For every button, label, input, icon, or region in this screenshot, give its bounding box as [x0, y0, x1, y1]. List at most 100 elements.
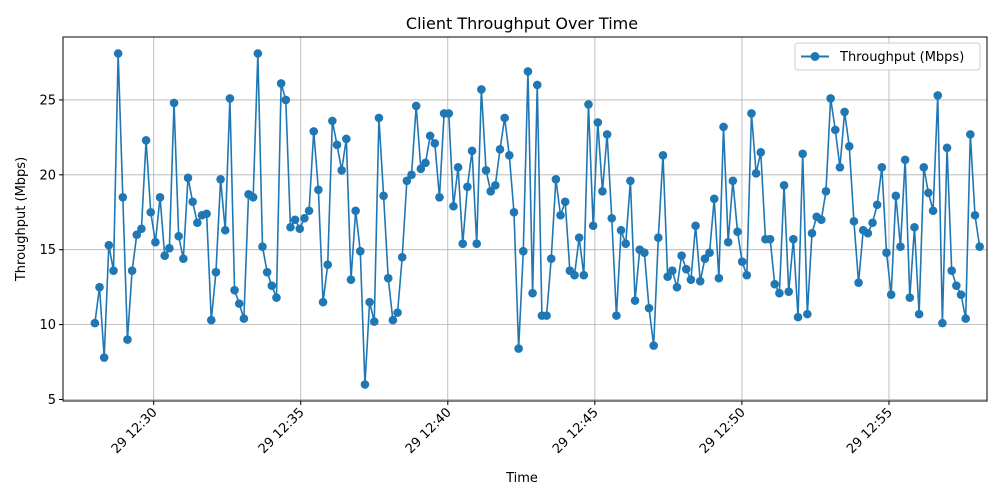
data-point	[160, 251, 170, 260]
data-point	[621, 239, 631, 249]
data-point	[523, 67, 533, 76]
data-point	[481, 166, 491, 175]
data-point	[151, 237, 160, 247]
data-point	[281, 95, 291, 105]
plot-frame	[62, 36, 988, 402]
data-point	[588, 221, 598, 231]
data-point	[360, 380, 370, 389]
data-point	[896, 242, 905, 252]
data-point	[765, 234, 775, 244]
data-point	[700, 254, 710, 263]
data-point	[784, 287, 794, 296]
data-point	[369, 317, 379, 326]
data-point	[211, 267, 221, 277]
data-point	[323, 260, 333, 269]
data-point	[514, 344, 523, 353]
data-point	[705, 248, 714, 257]
data-point	[295, 224, 305, 234]
data-point	[821, 186, 831, 196]
data-point	[668, 266, 677, 275]
plot-area	[90, 49, 984, 389]
data-point	[137, 224, 146, 234]
data-point	[206, 315, 216, 325]
data-point	[132, 230, 142, 240]
data-point	[630, 296, 640, 305]
data-point	[365, 297, 374, 307]
data-point	[453, 163, 463, 172]
data-point	[383, 273, 393, 283]
data-point	[262, 267, 272, 277]
y-tick-label: 25	[39, 93, 56, 108]
data-point	[644, 303, 654, 313]
data-point	[747, 109, 756, 118]
data-point	[975, 242, 984, 252]
data-point	[449, 201, 458, 211]
data-point	[407, 170, 416, 180]
data-point	[654, 233, 663, 243]
data-point	[863, 228, 873, 238]
data-point	[234, 299, 244, 308]
data-point	[104, 240, 114, 250]
data-point	[868, 218, 877, 228]
y-tick-label: 10	[39, 318, 56, 333]
data-point	[914, 309, 924, 319]
data-point	[467, 146, 477, 156]
data-point	[807, 228, 817, 238]
data-point	[486, 186, 495, 196]
data-point	[444, 109, 454, 118]
data-point	[113, 49, 123, 58]
data-point	[300, 213, 309, 223]
data-point	[709, 194, 719, 204]
data-point	[681, 264, 691, 274]
data-point	[220, 225, 230, 235]
data-point	[248, 192, 258, 202]
data-point	[118, 192, 128, 202]
data-point	[686, 275, 696, 284]
y-axis-title: Throughput (Mbps)	[14, 157, 29, 282]
data-point	[430, 139, 440, 148]
data-point	[95, 282, 104, 292]
data-point	[714, 273, 724, 283]
data-point	[691, 221, 700, 231]
data-point	[505, 151, 514, 160]
data-point	[318, 297, 328, 307]
data-point	[165, 243, 174, 253]
data-point	[542, 311, 551, 320]
data-point	[286, 222, 295, 232]
data-point	[942, 143, 952, 153]
data-point	[272, 293, 281, 302]
data-point	[225, 94, 235, 103]
data-point	[649, 341, 658, 350]
data-point	[314, 185, 323, 195]
data-point	[798, 149, 807, 159]
data-point	[463, 182, 472, 192]
data-point	[938, 318, 947, 328]
data-point	[458, 239, 468, 249]
data-point	[877, 163, 887, 172]
data-point	[584, 100, 593, 109]
data-point	[900, 155, 910, 165]
data-point	[546, 254, 556, 263]
data-point	[495, 145, 505, 154]
y-tick-label: 20	[39, 168, 56, 183]
data-point	[952, 281, 961, 290]
data-point	[612, 311, 621, 320]
data-point	[570, 270, 579, 280]
y-tick-label: 15	[39, 243, 56, 258]
data-point	[933, 91, 943, 100]
data-point	[663, 272, 672, 281]
data-point	[835, 163, 845, 172]
data-point	[728, 176, 738, 186]
data-point	[99, 353, 109, 362]
data-point	[304, 206, 314, 216]
data-point	[775, 288, 784, 298]
data-point	[961, 314, 970, 323]
data-point	[216, 175, 225, 184]
legend-frame	[794, 42, 981, 71]
data-point	[607, 213, 617, 223]
data-point	[602, 130, 612, 139]
data-point	[174, 231, 183, 241]
data-point	[393, 308, 402, 317]
data-point	[970, 210, 980, 220]
